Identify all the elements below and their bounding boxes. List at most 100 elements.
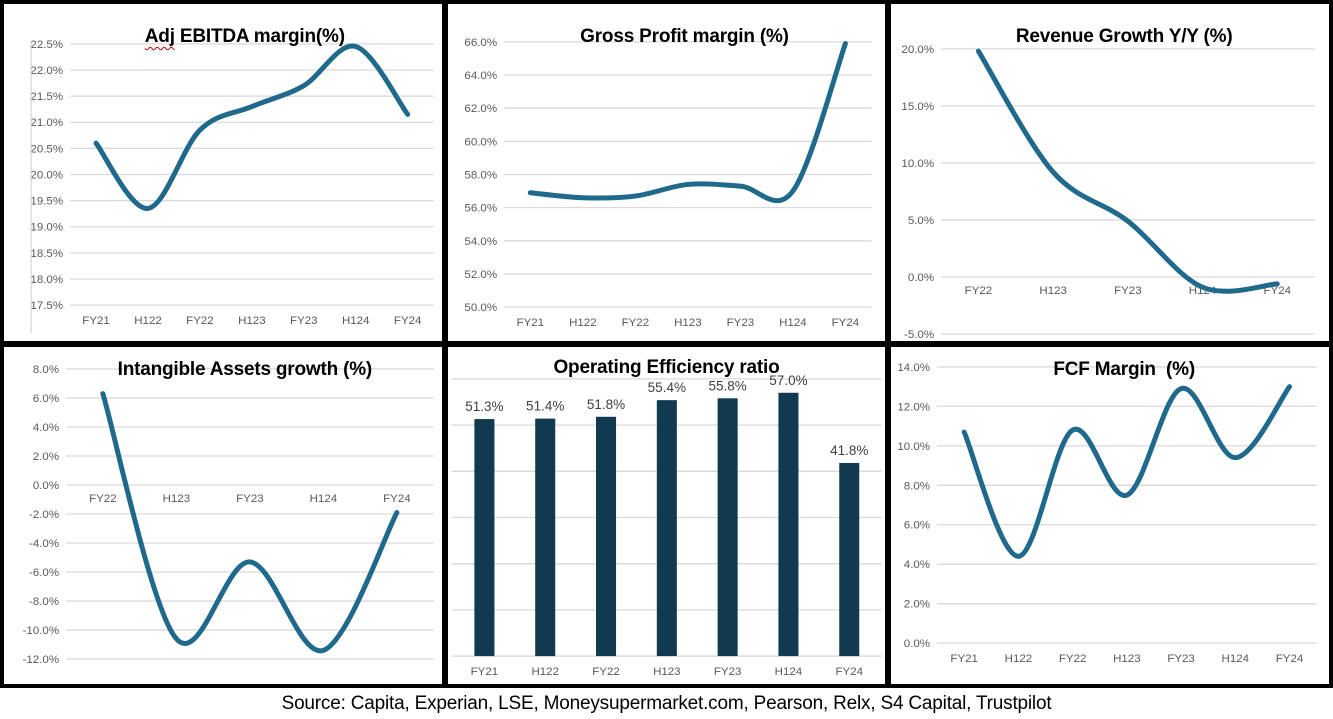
svg-text:FY24: FY24 — [835, 666, 863, 678]
svg-text:FY22: FY22 — [89, 493, 117, 505]
svg-text:15.0%: 15.0% — [902, 101, 935, 113]
svg-text:H124: H124 — [310, 493, 338, 505]
operating-efficiency-bar-chart: FY21 H122 FY22 H123 FY23 H124 FY24 51.3% 51.4% 51… — [451, 373, 882, 678]
svg-text:0.0%: 0.0% — [33, 480, 59, 492]
chart-panel-revenue-growth: Revenue Growth Y/Y (%) -5.0% 0.0% 5.0% 10.0… — [891, 4, 1329, 341]
svg-text:5.0%: 5.0% — [908, 215, 934, 227]
svg-text:H123: H123 — [1113, 653, 1141, 665]
svg-text:FY23: FY23 — [726, 317, 754, 329]
svg-text:FY23: FY23 — [1114, 285, 1142, 297]
svg-text:H124: H124 — [342, 315, 370, 327]
svg-text:-12.0%: -12.0% — [23, 654, 59, 666]
gross-profit-margin-line-chart: 50.0% 52.0% 54.0% 56.0% 58.0% 60.0% 62.0% 64.0%… — [464, 37, 872, 329]
svg-text:20.0%: 20.0% — [30, 170, 63, 182]
svg-text:22.0%: 22.0% — [30, 65, 63, 77]
chart-panel-operating-efficiency: Operating Efficiency ratio FY21 H122 FY22 H… — [447, 347, 886, 684]
svg-text:55.8%: 55.8% — [708, 378, 746, 393]
svg-text:H123: H123 — [238, 315, 266, 327]
chart-title-rest: EBITDA margin(%) — [174, 26, 345, 47]
svg-text:FY23: FY23 — [290, 315, 318, 327]
chart-panel-gross-profit-margin: Gross Profit margin (%) 50.0% 52.0% 54.0% 5… — [447, 4, 886, 341]
svg-text:FY23: FY23 — [1168, 653, 1196, 665]
svg-text:FY24: FY24 — [383, 493, 411, 505]
svg-text:H122: H122 — [569, 317, 597, 329]
svg-text:21.0%: 21.0% — [30, 117, 63, 129]
svg-text:64.0%: 64.0% — [464, 70, 497, 82]
svg-text:54.0%: 54.0% — [464, 236, 497, 248]
svg-text:20.5%: 20.5% — [30, 143, 63, 155]
svg-text:6.0%: 6.0% — [904, 520, 930, 532]
svg-text:FY22: FY22 — [592, 666, 620, 678]
svg-text:H124: H124 — [779, 317, 807, 329]
svg-text:-8.0%: -8.0% — [29, 596, 59, 608]
svg-text:FY22: FY22 — [186, 315, 214, 327]
svg-text:18.5%: 18.5% — [30, 248, 63, 260]
svg-text:H123: H123 — [1040, 285, 1068, 297]
svg-text:19.0%: 19.0% — [30, 222, 63, 234]
svg-text:FY21: FY21 — [951, 653, 979, 665]
svg-text:2.0%: 2.0% — [33, 451, 59, 463]
svg-text:FY22: FY22 — [621, 317, 649, 329]
chart-title-intangible-assets: Intangible Assets growth (%) — [117, 359, 373, 380]
svg-text:-4.0%: -4.0% — [29, 538, 59, 550]
svg-text:0.0%: 0.0% — [904, 638, 930, 650]
adj-ebitda-margin-line-chart: 17.5% 18.0% 18.5% 19.0% 19.5% 20.0% 20.5% 21.0%… — [30, 39, 434, 334]
svg-text:H122: H122 — [531, 666, 559, 678]
svg-text:19.5%: 19.5% — [30, 196, 63, 208]
svg-text:41.8%: 41.8% — [830, 443, 868, 458]
svg-text:62.0%: 62.0% — [464, 103, 497, 115]
chart-title-gross-profit: Gross Profit margin (%) — [580, 26, 789, 47]
svg-text:8.0%: 8.0% — [33, 364, 59, 376]
svg-text:60.0%: 60.0% — [464, 136, 497, 148]
svg-text:-10.0%: -10.0% — [23, 625, 59, 637]
svg-text:14.0%: 14.0% — [898, 362, 931, 374]
intangible-assets-growth-line-chart: -12.0% -10.0% -8.0% -6.0% -4.0% -2.0% 0.0% 2.0%… — [23, 364, 434, 666]
svg-text:10.0%: 10.0% — [902, 158, 935, 170]
svg-text:H122: H122 — [134, 315, 162, 327]
svg-text:FY21: FY21 — [516, 317, 544, 329]
svg-text:10.0%: 10.0% — [898, 441, 931, 453]
svg-text:12.0%: 12.0% — [898, 401, 931, 413]
svg-text:17.5%: 17.5% — [30, 300, 63, 312]
svg-text:FY23: FY23 — [714, 666, 742, 678]
chart-title-adj-ebitda: Adj EBITDA margin(%) — [145, 26, 345, 48]
svg-text:8.0%: 8.0% — [904, 480, 930, 492]
svg-text:FY22: FY22 — [1059, 653, 1087, 665]
svg-text:66.0%: 66.0% — [464, 37, 497, 49]
chart-panel-adj-ebitda-margin: Adj EBITDA margin(%) 17.5% 18.0% 18.5% 19.0… — [4, 4, 442, 341]
chart-title-operating-efficiency: Operating Efficiency ratio — [553, 357, 780, 378]
svg-text:51.8%: 51.8% — [587, 397, 625, 412]
svg-text:FY23: FY23 — [236, 493, 264, 505]
svg-text:22.5%: 22.5% — [30, 39, 63, 51]
svg-text:6.0%: 6.0% — [33, 393, 59, 405]
svg-text:52.0%: 52.0% — [464, 269, 497, 281]
svg-text:H123: H123 — [653, 666, 681, 678]
svg-text:H124: H124 — [1189, 285, 1217, 297]
chart-panel-fcf-margin: FCF Margin (%) 0.0% 2.0% 4.0% 6.0% 8.0% 10.0%… — [891, 347, 1329, 684]
svg-text:-5.0%: -5.0% — [904, 329, 934, 341]
svg-text:51.4%: 51.4% — [526, 399, 564, 414]
chart-panel-intangible-assets-growth: Intangible Assets growth (%) -12.0% -10.0… — [4, 347, 442, 684]
svg-text:56.0%: 56.0% — [464, 203, 497, 215]
svg-text:50.0%: 50.0% — [464, 302, 497, 314]
svg-text:51.3%: 51.3% — [465, 399, 503, 414]
chart-title-revenue-growth: Revenue Growth Y/Y (%) — [1015, 26, 1233, 47]
svg-text:55.4%: 55.4% — [647, 380, 685, 395]
svg-text:0.0%: 0.0% — [908, 272, 934, 284]
svg-text:18.0%: 18.0% — [30, 274, 63, 286]
source-caption: Source: Capita, Experian, LSE, Moneysupe… — [0, 688, 1333, 719]
svg-text:FY24: FY24 — [831, 317, 859, 329]
svg-text:H124: H124 — [774, 666, 802, 678]
svg-text:H124: H124 — [1222, 653, 1250, 665]
chart-title-spellchecked-word: Adj — [144, 26, 175, 47]
svg-text:H123: H123 — [674, 317, 702, 329]
svg-text:21.5%: 21.5% — [30, 91, 63, 103]
svg-text:-6.0%: -6.0% — [29, 567, 59, 579]
svg-text:H123: H123 — [163, 493, 191, 505]
fcf-margin-line-chart: 0.0% 2.0% 4.0% 6.0% 8.0% 10.0% 12.0% 14.0% FY21 H… — [898, 362, 1317, 665]
svg-text:FY22: FY22 — [965, 285, 993, 297]
svg-text:H122: H122 — [1005, 653, 1033, 665]
revenue-growth-line-chart: -5.0% 0.0% 5.0% 10.0% 15.0% 20.0% FY22 H123 FY23… — [902, 44, 1315, 341]
svg-text:57.0%: 57.0% — [769, 373, 807, 388]
